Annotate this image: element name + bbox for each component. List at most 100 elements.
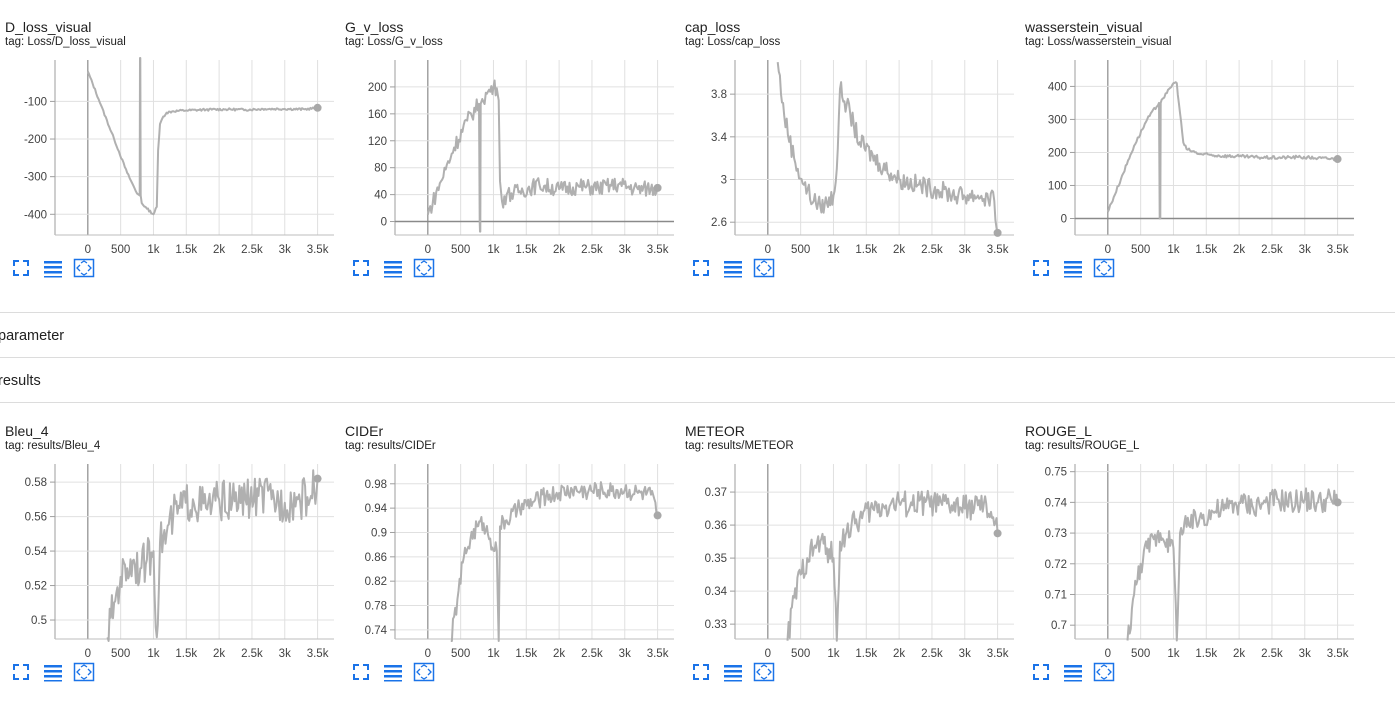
x-tick-label: 1k — [147, 244, 159, 256]
x-tick-label: 500 — [1131, 244, 1150, 256]
x-tick-label: 2k — [893, 244, 905, 256]
x-tick-label: 500 — [111, 244, 130, 256]
fit-domain-icon[interactable] — [753, 661, 775, 683]
chart-plot[interactable]: 0 500 1k 1.5k 2k 2.5k 3k 3.5k -100 -200 -300 -400 — [0, 55, 340, 256]
gridlines — [735, 60, 1014, 235]
x-tick-label: 2k — [1233, 648, 1245, 660]
chart-plot[interactable]: 0 500 1k 1.5k 2k 2.5k 3k 3.5k 0.33 0.34 0.35 0.36 0.… — [680, 459, 1020, 660]
y-tick-label: 40 — [374, 190, 387, 202]
y-tick-label: 0.9 — [371, 527, 387, 539]
section-header-parameter[interactable]: parameter — [0, 312, 1395, 357]
x-tick-label: 2k — [1233, 244, 1245, 256]
gridlines — [735, 464, 1014, 639]
gridlines — [395, 464, 674, 639]
last-point-marker — [653, 511, 662, 520]
x-tick-label: 3.5k — [307, 648, 329, 660]
chart-title: ROUGE_L — [1025, 423, 1092, 439]
fullscreen-icon[interactable] — [350, 257, 372, 279]
x-tick-label: 0 — [425, 648, 431, 660]
chart-plot[interactable]: 0 500 1k 1.5k 2k 2.5k 3k 3.5k 2.6 3 3.4 3.8 — [680, 55, 1020, 256]
fullscreen-icon[interactable] — [10, 257, 32, 279]
fullscreen-icon[interactable] — [690, 661, 712, 683]
x-tick-label: 1.5k — [855, 244, 877, 256]
fit-domain-icon[interactable] — [753, 257, 775, 279]
x-tick-label: 3.5k — [1327, 244, 1349, 256]
list-icon[interactable] — [722, 661, 744, 683]
series-line — [106, 469, 319, 642]
fit-domain-icon[interactable] — [1093, 661, 1115, 683]
list-icon[interactable] — [42, 257, 64, 279]
y-tick-label: 0.33 — [705, 619, 727, 631]
fullscreen-icon[interactable] — [350, 661, 372, 683]
chart-tag: tag: results/Bleu_4 — [5, 440, 101, 452]
x-tick-label: 3k — [279, 244, 291, 256]
list-icon[interactable] — [722, 257, 744, 279]
chart-card-cider: CIDEr tag: results/CIDEr 0 500 1k 1.5k 2k 2.5… — [340, 404, 680, 694]
x-tick-label: 1k — [487, 648, 499, 660]
series-line — [426, 79, 659, 233]
x-tick-label: 3k — [279, 648, 291, 660]
list-icon[interactable] — [1062, 661, 1084, 683]
y-tick-label: 2.6 — [711, 217, 727, 229]
x-tick-label: 2.5k — [1261, 648, 1283, 660]
y-tick-label: 0.82 — [365, 576, 387, 588]
chart-card-meteor: METEOR tag: results/METEOR 0 500 1k 1.5k 2k 2… — [680, 404, 1020, 694]
fit-domain-icon[interactable] — [413, 661, 435, 683]
y-tick-label: 80 — [374, 163, 387, 175]
y-tick-label: 120 — [368, 136, 387, 148]
fit-domain-icon[interactable] — [73, 257, 95, 279]
fullscreen-icon[interactable] — [1030, 257, 1052, 279]
fit-domain-icon[interactable] — [1093, 257, 1115, 279]
chart-title: METEOR — [685, 423, 745, 439]
fit-domain-icon[interactable] — [413, 257, 435, 279]
x-tick-label: 1k — [827, 648, 839, 660]
chart-plot[interactable]: 0 500 1k 1.5k 2k 2.5k 3k 3.5k 0 40 80 120 160 200 — [340, 55, 680, 256]
list-icon[interactable] — [382, 257, 404, 279]
y-tick-label: 0.75 — [1045, 467, 1067, 479]
gridlines — [55, 464, 334, 639]
x-tick-label: 1k — [147, 648, 159, 660]
series-line — [776, 61, 999, 234]
y-tick-label: 0.56 — [25, 512, 47, 524]
y-tick-label: 100 — [1048, 180, 1067, 192]
y-tick-label: 0 — [381, 217, 387, 229]
y-tick-label: 0.78 — [365, 601, 387, 613]
series-line — [86, 57, 318, 216]
section-header-results[interactable]: results — [0, 357, 1395, 402]
x-tick-label: 3k — [619, 648, 631, 660]
y-tick-label: 0.54 — [25, 546, 48, 558]
chart-title: G_v_loss — [345, 19, 404, 35]
fullscreen-icon[interactable] — [1030, 661, 1052, 683]
y-tick-label: 0.58 — [25, 477, 47, 489]
x-tick-label: 1.5k — [855, 648, 877, 660]
x-tick-label: 500 — [791, 244, 810, 256]
section-divider — [0, 402, 1395, 403]
x-tick-label: 3k — [959, 244, 971, 256]
x-tick-label: 1.5k — [515, 244, 537, 256]
x-tick-label: 1k — [827, 244, 839, 256]
chart-plot[interactable]: 0 500 1k 1.5k 2k 2.5k 3k 3.5k 0.5 0.52 0.54 0.56 0.5… — [0, 459, 340, 660]
fullscreen-icon[interactable] — [10, 661, 32, 683]
y-tick-label: 0.98 — [365, 479, 387, 491]
chart-tag: tag: results/CIDEr — [345, 440, 436, 452]
fit-domain-icon[interactable] — [73, 661, 95, 683]
x-tick-label: 3.5k — [647, 648, 669, 660]
chart-plot[interactable]: 0 500 1k 1.5k 2k 2.5k 3k 3.5k 0.74 0.78 0.82 0.86 0.… — [340, 459, 680, 660]
list-icon[interactable] — [382, 661, 404, 683]
chart-card-rouge-l: ROUGE_L tag: results/ROUGE_L 0 500 1k 1.5k 2… — [1020, 404, 1360, 694]
last-point-marker — [1333, 155, 1342, 164]
x-tick-label: 1.5k — [175, 244, 197, 256]
y-tick-label: 0.86 — [365, 552, 387, 564]
last-point-marker — [313, 103, 322, 112]
x-tick-label: 3.5k — [647, 244, 669, 256]
list-icon[interactable] — [1062, 257, 1084, 279]
y-tick-label: 0.72 — [1045, 559, 1067, 571]
chart-tag: tag: Loss/cap_loss — [685, 36, 781, 48]
fullscreen-icon[interactable] — [690, 257, 712, 279]
chart-plot[interactable]: 0 500 1k 1.5k 2k 2.5k 3k 3.5k 0 100 200 300 400 — [1020, 55, 1360, 256]
list-icon[interactable] — [42, 661, 64, 683]
x-tick-label: 2.5k — [241, 244, 263, 256]
chart-plot[interactable]: 0 500 1k 1.5k 2k 2.5k 3k 3.5k 0.7 0.71 0.72 0.73 0.7… — [1020, 459, 1360, 660]
gridlines — [395, 60, 674, 235]
x-tick-label: 2k — [893, 648, 905, 660]
